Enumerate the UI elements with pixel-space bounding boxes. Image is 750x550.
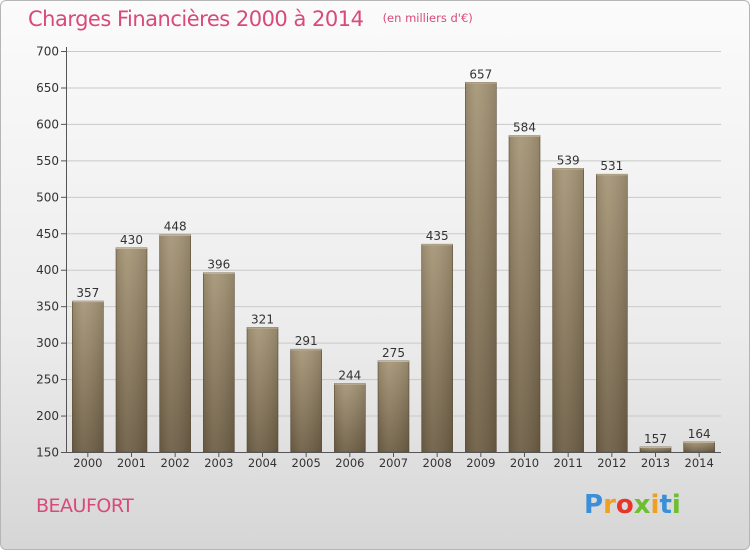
bar-shade: [421, 244, 453, 452]
bar-shade: [552, 168, 584, 452]
bar-shade: [596, 174, 628, 452]
y-tick-label: 500: [36, 190, 59, 204]
x-tick-label: 2007: [379, 456, 408, 470]
proxiti-logo: Proxiti: [584, 490, 681, 520]
x-tick-label: 2010: [510, 456, 539, 470]
y-tick-label: 350: [36, 300, 59, 314]
data-label: 244: [338, 368, 361, 382]
x-tick-label: 2002: [161, 456, 190, 470]
bars: 357 430 448 396 321 291 244 275 435 657 584 539 531 1…: [72, 67, 715, 453]
bar-2004: [246, 327, 279, 453]
bar-shade: [159, 234, 191, 452]
y-tick-label: 700: [36, 45, 59, 59]
bar-2013: [639, 446, 672, 453]
bar-2006: [334, 383, 366, 453]
bar-2000: [72, 300, 104, 453]
bar-2007: [377, 360, 410, 453]
bar-2014: [683, 441, 715, 453]
data-label: 430: [120, 233, 143, 247]
bar-2005: [290, 348, 322, 453]
y-tick-label: 150: [36, 446, 59, 460]
bar-2012: [596, 173, 628, 453]
data-label: 657: [469, 67, 492, 81]
bar-2008: [421, 243, 453, 453]
bar-shade: [378, 360, 409, 452]
y-tick-label: 400: [36, 263, 59, 277]
x-tick-label: 2012: [597, 456, 626, 470]
data-label: 275: [382, 346, 405, 360]
data-label: 321: [251, 312, 274, 326]
x-tick-label: 2013: [641, 456, 670, 470]
x-tick-label: 2009: [466, 456, 495, 470]
y-axis-ticks: 150 200 250 300 350 400 450 500 550 600 650 700: [36, 45, 66, 460]
bar-2002: [159, 234, 191, 453]
data-label: 531: [600, 159, 623, 173]
bar-shade: [509, 135, 540, 453]
data-label: 539: [557, 153, 580, 167]
bar-2011: [552, 168, 584, 453]
chart-title: Charges Financières 2000 à 2014: [28, 7, 364, 31]
title-row: Charges Financières 2000 à 2014 (en mill…: [28, 7, 473, 31]
y-tick-label: 300: [36, 336, 59, 350]
bar-shade: [683, 441, 715, 452]
x-tick-label: 2001: [117, 456, 146, 470]
data-label: 396: [207, 258, 230, 272]
data-label: 164: [688, 427, 711, 441]
data-label: 357: [76, 286, 99, 300]
data-label: 448: [164, 220, 187, 234]
bar-shade: [72, 301, 104, 452]
x-tick-label: 2004: [248, 456, 277, 470]
x-tick-label: 2003: [204, 456, 233, 470]
x-tick-label: 2006: [335, 456, 364, 470]
commune-name: BEAUFORT: [36, 495, 134, 517]
data-label: 435: [426, 229, 449, 243]
bar-shade: [290, 349, 322, 452]
bar-shade: [465, 82, 497, 453]
bar-shade: [203, 272, 235, 452]
bar-shade: [334, 383, 366, 452]
y-tick-label: 550: [36, 154, 59, 168]
y-tick-label: 450: [36, 227, 59, 241]
bar-2003: [203, 272, 235, 453]
bar-shade: [640, 446, 671, 452]
bar-2009: [465, 82, 497, 453]
y-tick-label: 600: [36, 117, 59, 131]
x-axis-ticks: 2000 2001 2002 2003 2004 2005 2006 2007 2008 2009…: [73, 452, 714, 470]
data-label: 584: [513, 121, 536, 135]
bar-2010: [508, 135, 541, 453]
y-tick-label: 650: [36, 81, 59, 95]
data-label: 157: [644, 432, 667, 446]
bar-2001: [115, 247, 148, 453]
x-tick-label: 2011: [554, 456, 583, 470]
y-tick-label: 250: [36, 373, 59, 387]
data-label: 291: [295, 334, 318, 348]
x-tick-label: 2000: [73, 456, 102, 470]
bar-shade: [247, 327, 278, 452]
x-tick-label: 2014: [685, 456, 714, 470]
chart-subtitle: (en milliers d'€): [382, 11, 473, 25]
x-tick-label: 2008: [423, 456, 452, 470]
bar-shade: [116, 247, 147, 452]
y-tick-label: 200: [36, 409, 59, 423]
x-tick-label: 2005: [292, 456, 321, 470]
